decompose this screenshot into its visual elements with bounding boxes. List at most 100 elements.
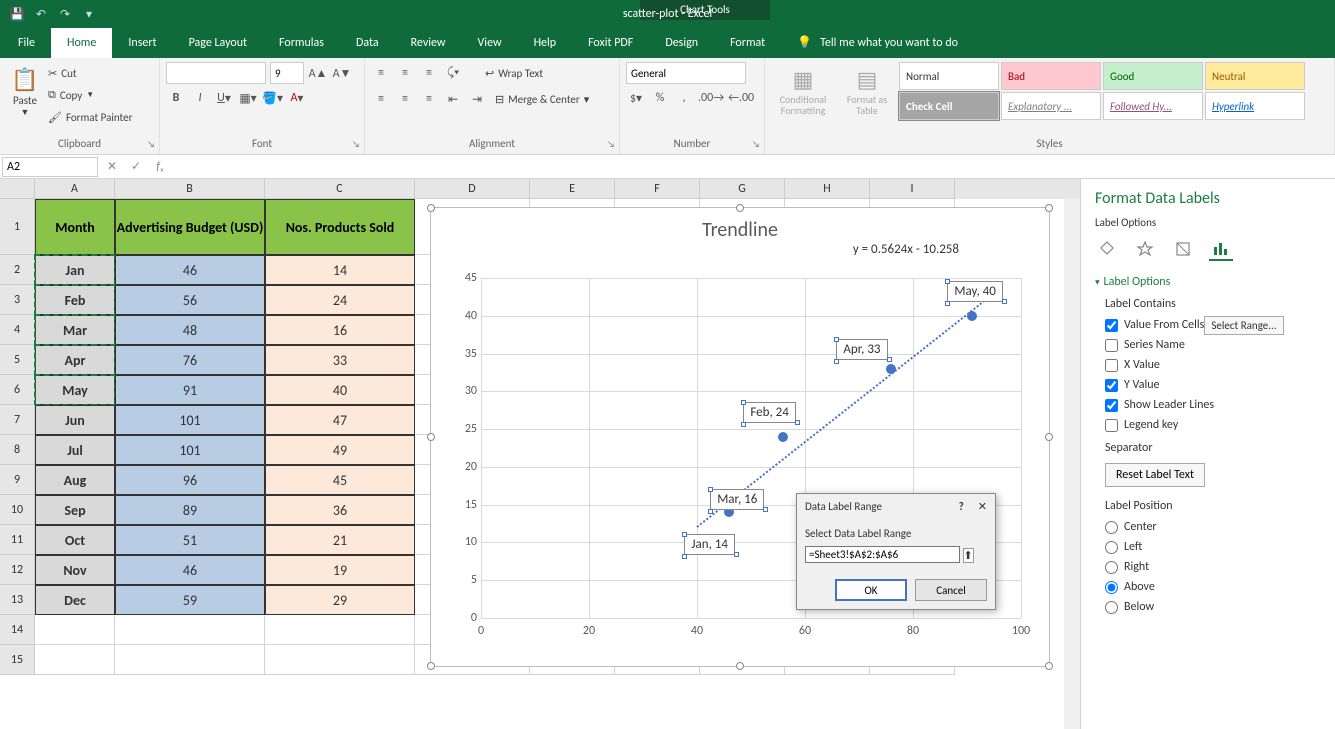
tab-help[interactable]: Help [518, 28, 573, 58]
comma-icon[interactable]: , [674, 88, 694, 108]
cell-C10[interactable]: 36 [265, 495, 415, 525]
currency-icon[interactable]: $▾ [626, 88, 646, 108]
position-right[interactable]: Right [1095, 557, 1321, 577]
data-point[interactable] [967, 311, 977, 321]
row-header-4[interactable]: 4 [0, 315, 35, 345]
cell-C15[interactable] [265, 645, 415, 675]
cell-C8[interactable]: 49 [265, 435, 415, 465]
save-icon[interactable]: 💾 [6, 3, 28, 25]
fill-color-button[interactable]: 🪣▾ [262, 88, 283, 108]
cell-A8[interactable]: Jul [35, 435, 115, 465]
fill-tab-icon[interactable] [1095, 237, 1119, 261]
cell-B8[interactable]: 101 [115, 435, 265, 465]
ok-button[interactable]: OK [835, 579, 907, 601]
number-format-input[interactable] [626, 62, 746, 84]
redo-icon[interactable]: ↷ [54, 3, 76, 25]
data-label[interactable]: Feb, 24 [743, 402, 795, 423]
col-header-A[interactable]: A [35, 179, 115, 199]
y-value-checkbox[interactable]: Y Value [1095, 375, 1321, 395]
cell-C1[interactable]: Nos. Products Sold [265, 199, 415, 255]
cancel-formula-icon[interactable]: ✕ [100, 159, 124, 174]
cell-C12[interactable]: 19 [265, 555, 415, 585]
row-header-6[interactable]: 6 [0, 375, 35, 405]
leader-lines-checkbox[interactable]: Show Leader Lines [1095, 395, 1321, 415]
col-header-H[interactable]: H [785, 179, 870, 199]
cell-C2[interactable]: 14 [265, 255, 415, 285]
pane-subtitle[interactable]: Label Options [1095, 216, 1321, 229]
position-center[interactable]: Center [1095, 517, 1321, 537]
cell-A12[interactable]: Nov [35, 555, 115, 585]
col-header-B[interactable]: B [115, 179, 265, 199]
row-header-8[interactable]: 8 [0, 435, 35, 465]
align-right-icon[interactable]: ≡ [419, 89, 439, 109]
label-options-header[interactable]: Label Options [1095, 275, 1321, 289]
cell-A1[interactable]: Month [35, 199, 115, 255]
format-painter-button[interactable]: 🖌Format Painter [44, 106, 136, 128]
align-left-icon[interactable]: ≡ [371, 89, 391, 109]
col-header-I[interactable]: I [870, 179, 955, 199]
tab-formulas[interactable]: Formulas [263, 28, 340, 58]
align-center-icon[interactable]: ≡ [395, 89, 415, 109]
cell-C13[interactable]: 29 [265, 585, 415, 615]
value-from-cells-checkbox[interactable]: Value From Cells [1095, 315, 1204, 335]
cell-A11[interactable]: Oct [35, 525, 115, 555]
percent-icon[interactable]: % [650, 88, 670, 108]
cell-A9[interactable]: Aug [35, 465, 115, 495]
dialog-launcher-icon[interactable]: ↘ [147, 139, 155, 150]
cell-A7[interactable]: Jun [35, 405, 115, 435]
cell-B4[interactable]: 48 [115, 315, 265, 345]
tell-me-input[interactable]: 💡Tell me what you want to do [781, 28, 974, 58]
tab-foxit-pdf[interactable]: Foxit PDF [572, 28, 649, 58]
size-tab-icon[interactable] [1171, 237, 1195, 261]
row-header-2[interactable]: 2 [0, 255, 35, 285]
vertical-scrollbar[interactable] [1064, 199, 1080, 729]
row-header-12[interactable]: 12 [0, 555, 35, 585]
cell-B12[interactable]: 46 [115, 555, 265, 585]
indent-inc-icon[interactable]: ⇥ [467, 89, 487, 109]
cell-B6[interactable]: 91 [115, 375, 265, 405]
style-followedhy[interactable]: Followed Hy... [1103, 92, 1203, 120]
bold-button[interactable]: B [166, 88, 186, 108]
effects-tab-icon[interactable] [1133, 237, 1157, 261]
cell-C6[interactable]: 40 [265, 375, 415, 405]
row-header-7[interactable]: 7 [0, 405, 35, 435]
data-point[interactable] [778, 432, 788, 442]
undo-icon[interactable]: ↶ [30, 3, 52, 25]
row-header-10[interactable]: 10 [0, 495, 35, 525]
cell-B7[interactable]: 101 [115, 405, 265, 435]
tab-design[interactable]: Design [649, 28, 714, 58]
embedded-chart[interactable]: Trendline y = 0.5624x - 10.258 051015202… [430, 207, 1050, 667]
style-hyperlink[interactable]: Hyperlink [1205, 92, 1305, 120]
decrease-decimal-icon[interactable]: ←.00 [728, 88, 754, 108]
tab-view[interactable]: View [462, 28, 518, 58]
row-header-11[interactable]: 11 [0, 525, 35, 555]
close-icon[interactable]: ✕ [978, 500, 987, 513]
data-point[interactable] [886, 364, 896, 374]
select-all-corner[interactable] [0, 179, 35, 199]
row-header-14[interactable]: 14 [0, 615, 35, 645]
row-header-5[interactable]: 5 [0, 345, 35, 375]
col-header-C[interactable]: C [265, 179, 415, 199]
cell-C14[interactable] [265, 615, 415, 645]
style-normal[interactable]: Normal [899, 62, 999, 90]
tab-review[interactable]: Review [395, 28, 462, 58]
tab-file[interactable]: File [2, 28, 51, 58]
cell-A14[interactable] [35, 615, 115, 645]
col-header-D[interactable]: D [415, 179, 530, 199]
align-top-icon[interactable]: ≡ [371, 63, 391, 83]
cell-B1[interactable]: Advertising Budget (USD) [115, 199, 265, 255]
cell-A6[interactable]: May [35, 375, 115, 405]
col-header-F[interactable]: F [615, 179, 700, 199]
collapse-dialog-icon[interactable]: ⬆ [963, 548, 974, 563]
enter-formula-icon[interactable]: ✓ [124, 159, 148, 174]
worksheet-grid[interactable]: ABCDEFGHI 1MonthAdvertising Budget (USD)… [0, 179, 1080, 729]
name-box[interactable] [2, 157, 98, 177]
help-icon[interactable]: ? [959, 500, 964, 513]
increase-decimal-icon[interactable]: .00→ [698, 88, 724, 108]
chart-title[interactable]: Trendline [431, 218, 1049, 242]
orientation-icon[interactable]: ⤹▾ [443, 63, 463, 83]
tab-insert[interactable]: Insert [112, 28, 172, 58]
tab-format[interactable]: Format [714, 28, 781, 58]
select-range-button[interactable]: Select Range... [1204, 316, 1283, 335]
fx-icon[interactable]: fₓ [148, 160, 172, 174]
